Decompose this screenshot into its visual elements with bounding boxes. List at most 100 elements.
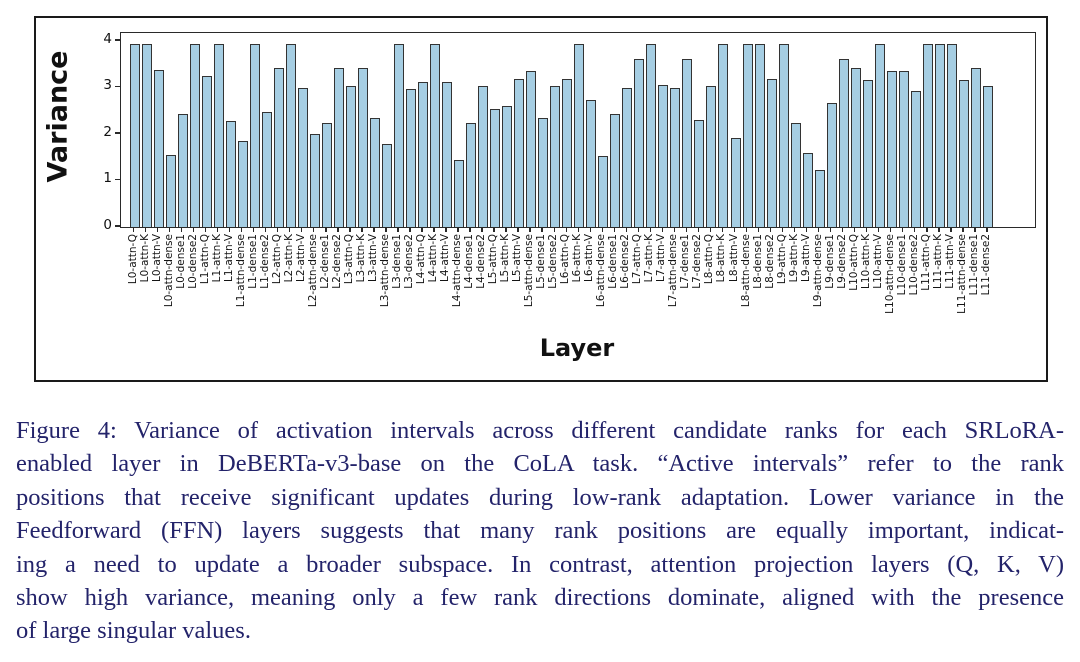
- x-tick-mark: [745, 227, 748, 232]
- x-tick-mark: [902, 227, 904, 232]
- bar: [285, 44, 296, 227]
- x-tick-mark: [854, 227, 856, 232]
- x-tick-label: L4-dense1: [463, 234, 476, 289]
- x-tick-label: L0-dense2: [186, 234, 199, 289]
- y-axis-title: Variance: [42, 50, 74, 182]
- bar: [393, 44, 404, 227]
- x-tick-label: L10-dense1: [895, 234, 908, 296]
- x-tick-mark: [505, 227, 507, 232]
- x-tick-mark: [661, 227, 664, 232]
- bar: [730, 137, 741, 227]
- bar: [261, 112, 272, 227]
- x-tick-label: L3-dense1: [390, 234, 403, 289]
- x-tick-label: L1-attn-V: [222, 234, 235, 282]
- x-tick-mark: [673, 227, 676, 232]
- bar: [826, 103, 837, 227]
- x-tick-mark: [757, 227, 760, 232]
- x-tick-label: L8-attn-dense: [739, 234, 752, 308]
- x-tick-mark: [926, 227, 928, 232]
- bar: [886, 71, 897, 227]
- x-tick-mark: [914, 227, 916, 232]
- x-tick-label: L0-attn-dense: [162, 234, 175, 308]
- x-tick-mark: [337, 227, 339, 232]
- bar: [249, 44, 260, 227]
- x-tick-mark: [397, 227, 399, 232]
- bar: [405, 88, 416, 227]
- x-tick-label: L10-attn-Q: [847, 234, 860, 291]
- y-tick-mark: [115, 225, 120, 227]
- x-tick-label: L5-dense1: [535, 234, 548, 289]
- x-tick-label: L9-attn-Q: [775, 234, 788, 285]
- y-tick-mark: [115, 39, 120, 41]
- caption-line: of large singular values.: [16, 617, 251, 645]
- caption-line: positions that receive significant updat…: [16, 483, 1064, 511]
- bar: [442, 82, 453, 227]
- bar: [189, 44, 200, 227]
- x-tick-label: L4-dense2: [475, 234, 488, 289]
- caption-line: Feedforward (FFN) layers suggests that m…: [16, 517, 1064, 545]
- bar: [862, 79, 873, 227]
- y-tick-mark: [115, 85, 120, 88]
- bar: [634, 59, 645, 227]
- x-tick-label: L10-attn-dense: [883, 234, 896, 314]
- x-tick-mark: [204, 227, 207, 232]
- x-tick-mark: [565, 227, 567, 232]
- x-tick-label: L11-attn-dense: [955, 234, 968, 314]
- x-tick-mark: [890, 227, 892, 232]
- x-tick-mark: [373, 227, 375, 232]
- y-axis-title-wrap: Variance: [36, 38, 80, 194]
- x-tick-mark: [625, 227, 627, 232]
- bar: [946, 44, 957, 227]
- x-tick-mark: [481, 227, 483, 232]
- x-tick-label: L0-attn-V: [150, 234, 163, 282]
- x-tick-mark: [313, 227, 315, 232]
- x-tick-mark: [156, 227, 159, 232]
- x-tick-label: L4-attn-Q: [414, 234, 427, 285]
- bar: [766, 79, 777, 227]
- bar: [670, 87, 681, 227]
- x-tick-mark: [637, 227, 640, 232]
- bar: [273, 68, 284, 227]
- x-tick-label: L4-attn-K: [427, 234, 439, 283]
- bar: [682, 59, 693, 227]
- x-tick-label: L3-dense2: [402, 234, 415, 289]
- x-tick-label: L2-attn-Q: [270, 234, 283, 285]
- bar: [490, 108, 501, 227]
- x-tick-label: L9-attn-K: [787, 234, 800, 283]
- x-tick-label: L2-dense2: [330, 234, 343, 289]
- bar: [970, 68, 981, 227]
- x-tick-label: L6-attn-K: [571, 234, 584, 283]
- bar: [297, 87, 308, 227]
- x-tick-mark: [793, 227, 796, 232]
- bar: [778, 44, 789, 227]
- x-tick-mark: [529, 227, 531, 232]
- x-tick-mark: [866, 227, 868, 232]
- bar: [814, 169, 825, 227]
- bar: [345, 85, 356, 227]
- x-tick-label: L5-dense2: [547, 234, 560, 289]
- x-tick-label: L3-attn-dense: [378, 234, 391, 308]
- x-tick-mark: [349, 227, 351, 232]
- x-tick-label: L11-attn-Q: [919, 234, 932, 291]
- bar: [550, 85, 561, 227]
- x-tick-mark: [781, 227, 784, 232]
- bar: [574, 44, 585, 227]
- x-tick-mark: [469, 227, 471, 232]
- x-tick-mark: [168, 227, 171, 232]
- bar: [225, 120, 236, 227]
- x-tick-label: L11-attn-K: [931, 234, 944, 289]
- caption-line: show high variance, meaning only a few r…: [16, 584, 1064, 612]
- bar: [658, 84, 669, 227]
- x-tick-label: L2-attn-V: [294, 234, 307, 282]
- x-tick-mark: [325, 227, 327, 232]
- x-tick-label: L2-attn-dense: [306, 234, 319, 308]
- x-tick-mark: [962, 227, 964, 232]
- bar: [213, 44, 224, 227]
- y-tick-label: 1: [103, 170, 112, 187]
- x-tick-label: L0-attn-K: [138, 234, 151, 283]
- bar: [934, 44, 945, 227]
- x-tick-mark: [240, 227, 243, 232]
- bar: [153, 70, 164, 227]
- bar: [357, 67, 368, 227]
